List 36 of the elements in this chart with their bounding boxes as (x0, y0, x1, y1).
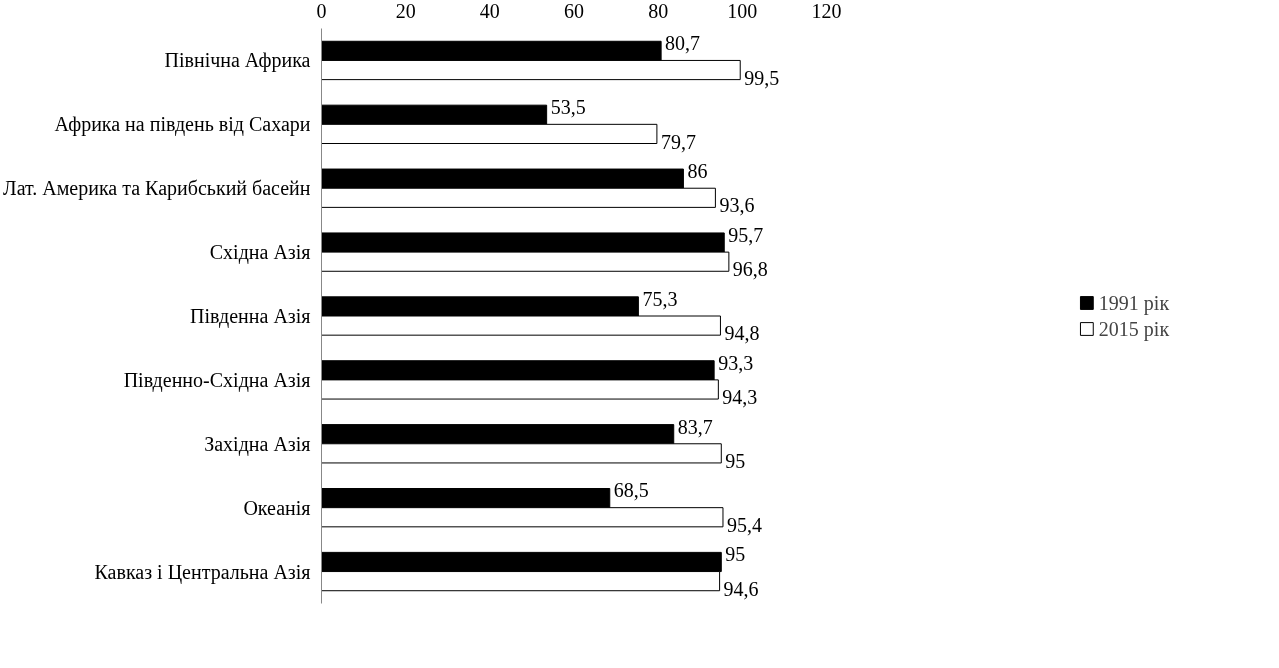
y-tick-label: Африка на південь від Сахари (54, 113, 311, 137)
x-tick-label: 120 (811, 0, 842, 22)
y-tick-label: Західна Азія (204, 432, 311, 456)
x-tick-label: 0 (316, 0, 327, 22)
data-label: 79,7 (660, 130, 696, 153)
y-tick-label: Лат. Америка та Карибський басейн (3, 177, 311, 201)
data-label: 68,5 (613, 479, 649, 502)
data-label: 95,4 (726, 513, 762, 536)
data-label: 94,8 (724, 322, 760, 345)
data-label: 94,3 (722, 386, 758, 409)
y-tick-label: Океанія (243, 496, 311, 519)
data-label: 83,7 (677, 415, 713, 438)
data-label: 75,3 (642, 287, 678, 310)
data-label: 94,6 (723, 577, 759, 600)
data-label: 99,5 (744, 66, 780, 89)
data-label: 86 (687, 159, 708, 182)
y-tick-label: Південна Азія (190, 305, 311, 328)
data-label: 95 (725, 543, 746, 566)
x-tick-label: 80 (648, 0, 669, 22)
data-label: 80,7 (665, 32, 701, 55)
x-tick-label: 100 (727, 0, 758, 22)
data-label: 53,5 (550, 96, 586, 119)
y-tick-label: Північна Африка (164, 49, 311, 73)
legend-label: 1991 рік (1098, 291, 1170, 314)
x-tick-label: 60 (564, 0, 584, 22)
data-label: 93,3 (718, 351, 754, 374)
y-tick-label: Кавказ і Центральна Азія (94, 560, 311, 584)
data-label: 96,8 (732, 258, 768, 281)
y-tick-label: Східна Азія (209, 241, 311, 265)
legend-label: 2015 рік (1098, 317, 1170, 340)
x-tick-label: 20 (395, 0, 416, 22)
data-label: 93,6 (719, 194, 755, 217)
data-label: 95 (725, 450, 746, 473)
x-tick-label: 40 (479, 0, 500, 22)
data-label: 95,7 (728, 223, 764, 246)
y-tick-label: Південно-Східна Азія (123, 368, 311, 392)
